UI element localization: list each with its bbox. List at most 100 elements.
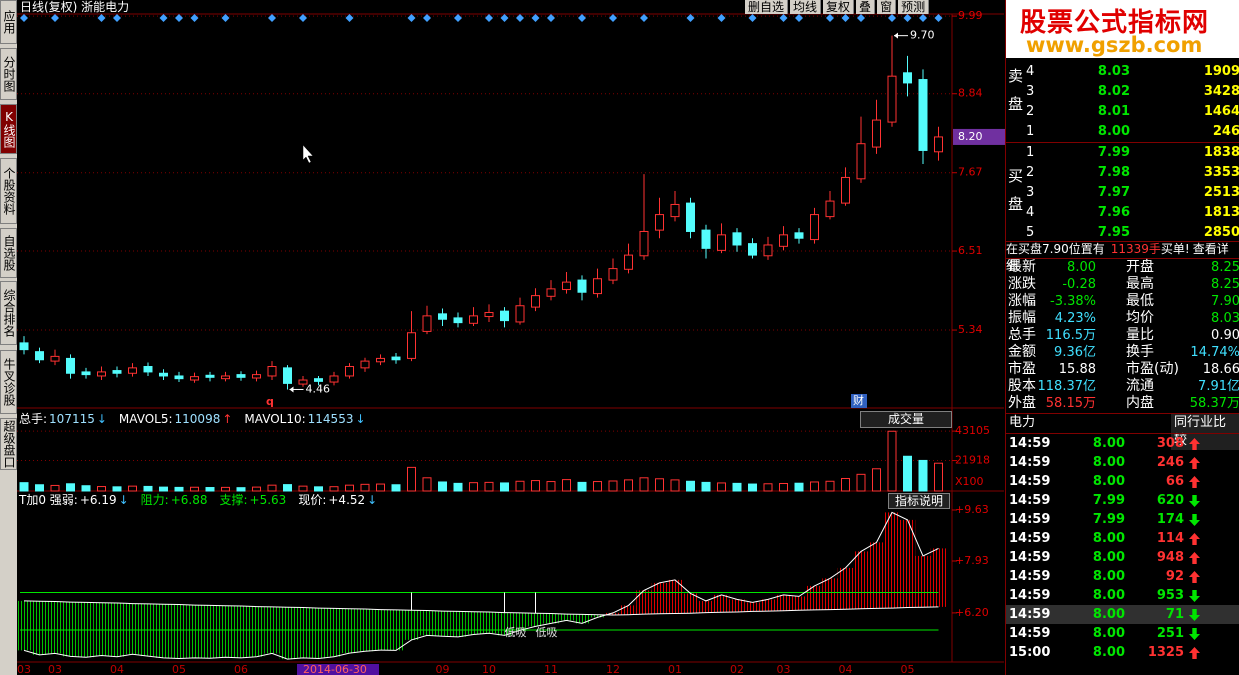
legend-name: MAVOL5: [118, 412, 173, 426]
stat: 总手 116.5万 [1008, 327, 1096, 344]
volume-bar [903, 455, 912, 492]
book-volume: 1838 [1203, 145, 1239, 160]
signal-diamond [407, 14, 416, 22]
signal-diamond [919, 14, 927, 22]
logo-title: 股票公式指标网 [1020, 8, 1210, 38]
candle-body [329, 375, 339, 383]
stat: 金额 9.36亿 [1008, 344, 1096, 361]
toolbar-button[interactable]: 窗 [877, 0, 897, 14]
indicator-bar [713, 594, 730, 613]
indicator-bar [62, 602, 79, 657]
x-tick-label: 04 [110, 663, 124, 675]
last-price-box [953, 128, 1005, 145]
signal-diamond [934, 14, 943, 22]
ask-label: 卖盘 [1008, 67, 1024, 113]
candle-body [670, 203, 680, 218]
y-tick-label: +6.20 [955, 606, 989, 619]
volume-bar [546, 481, 556, 492]
toolbar-button[interactable]: 均线 [790, 0, 822, 14]
volume-bar [856, 473, 866, 492]
signal-diamond [221, 14, 230, 22]
extreme-arrow-head [894, 32, 898, 39]
book-row: 5 7.95 2850 [1006, 223, 1239, 243]
bid-label: 买盘 [1008, 167, 1024, 213]
notice-link[interactable]: 查看详细 [1006, 242, 1229, 272]
sidebar-tab[interactable]: 综合排名 [0, 281, 17, 345]
candle-body [717, 234, 726, 251]
indicator-button[interactable]: 指标说明 [888, 493, 950, 509]
y-tick-label: +9.63 [955, 503, 989, 516]
toolbar-button[interactable]: 叠 [856, 0, 876, 14]
volume-bar [453, 482, 463, 492]
indicator-bar [930, 548, 947, 607]
header-item: 现价: +4.52 ↓ [298, 493, 379, 507]
signal-diamond [423, 14, 431, 22]
candle-body [577, 279, 587, 293]
volume-bar [624, 479, 633, 492]
toolbar-button[interactable]: 预测 [898, 0, 930, 14]
candle-body [515, 305, 525, 323]
toolbar-button[interactable]: 复权 [823, 0, 855, 14]
candle-body [143, 366, 153, 373]
volume-bar [841, 477, 850, 492]
indicator-bar [248, 606, 265, 657]
candle-body [422, 315, 432, 332]
y-tick-label: 6.51 [958, 244, 983, 257]
tick-price: 8.00 [1092, 588, 1125, 603]
book-row: 1 7.99 1838 [1006, 143, 1239, 163]
sidebar-tab[interactable]: 牛叉诊股 [0, 350, 17, 414]
y-tick-label: 8.84 [958, 87, 983, 100]
sidebar-tab[interactable]: 自选股 [0, 228, 17, 278]
volume-button[interactable]: 成交量 [860, 411, 952, 428]
stat-label: 开盘 [1126, 259, 1154, 275]
signal-diamond [51, 14, 59, 22]
indicator-bar [543, 613, 559, 624]
stat-value: 7.91亿 [1198, 379, 1239, 394]
indicator-bar [93, 602, 110, 656]
header-item: T加0 强弱: +6.19 ↓ [19, 493, 131, 507]
book-price: 7.97 [1097, 185, 1130, 200]
volume-bar [50, 484, 60, 492]
tick-price: 8.00 [1092, 569, 1125, 584]
tick-time: 14:59 [1009, 626, 1051, 641]
volume-bar [934, 462, 943, 492]
volume-bar [484, 481, 494, 492]
stat-value: 0.90 [1211, 328, 1239, 343]
stat: 均价 8.03 [1126, 310, 1239, 327]
candle-body [314, 378, 323, 382]
sidebar-tab[interactable]: 应用 [0, 0, 17, 44]
tick-arrow [1189, 609, 1200, 621]
stat: 市盈(动) 18.66 [1126, 361, 1239, 378]
volume-bar [407, 466, 416, 492]
candle-body [887, 75, 897, 123]
industry-compare[interactable]: 同行业比较 [1171, 414, 1239, 450]
x-tick-label: 03 [17, 663, 31, 675]
header-value: +4.52 [328, 493, 366, 507]
sidebar-tab[interactable]: 超级盘口 [0, 418, 17, 470]
indicator-bar [915, 555, 931, 608]
sidebar-tab[interactable]: 分时图 [0, 48, 17, 100]
stat-value: 4.23% [1054, 311, 1096, 326]
volume-bar [717, 482, 726, 492]
toolbar-button[interactable]: 删自选 [745, 0, 789, 14]
indicator-bar [16, 600, 32, 651]
indicator-bar [217, 605, 234, 658]
signal-diamond [686, 14, 695, 22]
volume-bar [872, 468, 881, 492]
candle-body [841, 176, 850, 204]
tick-volume: 71 [1165, 607, 1184, 622]
book-level: 4 [1026, 205, 1035, 220]
sidebar-tab[interactable]: 个股资料 [0, 158, 17, 224]
sidebar: 应用分时图 K线图个股资料自选股综合排名牛叉诊股超级盘口 [0, 0, 17, 675]
tick-price: 8.00 [1092, 455, 1125, 470]
candle-body [732, 232, 742, 246]
tick-time: 14:59 [1009, 455, 1051, 470]
tick-arrow [1189, 476, 1200, 488]
stat-value: 8.00 [1067, 260, 1096, 275]
legend-arrow: ↓ [355, 412, 366, 426]
line-line [23, 511, 939, 660]
tick-time: 14:59 [1009, 569, 1051, 584]
sidebar-tab[interactable]: K线图 [0, 104, 17, 154]
legend-arrow: ↑ [222, 412, 233, 426]
stat: 市盈 15.88 [1008, 361, 1096, 378]
